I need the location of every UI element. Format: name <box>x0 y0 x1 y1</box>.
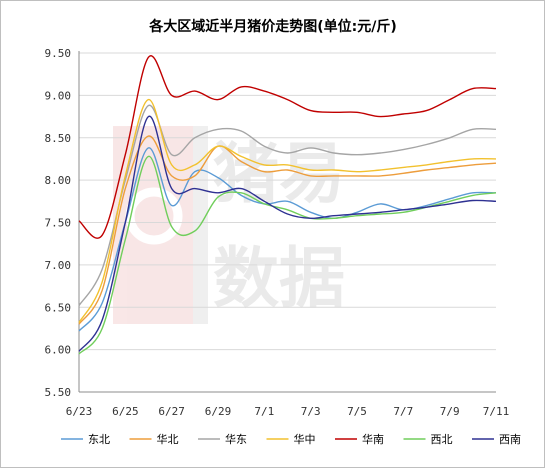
legend-label-2: 华东 <box>225 432 247 446</box>
chart-title: 各大区域近半月猪价走势图(单位:元/斤) <box>148 18 397 35</box>
y-tick-label: 9.00 <box>45 89 72 102</box>
x-tick-label: 7/11 <box>483 405 510 418</box>
x-axis-ticks: 6/23 6/25 6/27 6/29 7/1 7/3 7/5 7/7 7/9 7/11 <box>66 405 510 418</box>
series-line-2 <box>78 104 497 306</box>
series-line-0 <box>78 147 497 332</box>
x-tick-label: 7/7 <box>393 405 413 418</box>
x-tick-label: 7/1 <box>254 405 274 418</box>
y-tick-label: 6.50 <box>45 301 72 314</box>
x-tick-label: 7/3 <box>301 405 321 418</box>
series-line-3 <box>78 98 497 323</box>
legend-label-4: 华南 <box>362 432 384 446</box>
x-tick-label: 6/23 <box>66 405 93 418</box>
svg-text:猪易: 猪易 <box>213 135 345 212</box>
legend-label-6: 西南 <box>499 433 521 446</box>
y-tick-label: 9.50 <box>45 47 72 60</box>
y-axis-ticks: 5.50 6.00 6.50 7.00 7.50 8.00 8.50 9.00 9.50 <box>45 47 72 399</box>
legend-label-5: 西北 <box>431 433 453 446</box>
x-tick-label: 6/25 <box>112 405 139 418</box>
series-layer <box>78 55 497 355</box>
grid-lines <box>79 52 496 351</box>
x-tick-label: 7/9 <box>440 405 460 418</box>
series-line-1 <box>78 135 497 325</box>
y-tick-label: 6.00 <box>45 344 72 357</box>
y-tick-label: 8.00 <box>45 174 72 187</box>
legend: 东北 华北 华东 华中 华南 西北 西南 <box>61 432 521 446</box>
y-tick-label: 7.00 <box>45 259 72 272</box>
legend-label-1: 华北 <box>157 432 179 446</box>
x-tick-label: 7/5 <box>347 405 367 418</box>
x-tick-label: 6/29 <box>205 405 232 418</box>
y-tick-label: 5.50 <box>45 386 72 399</box>
legend-label-0: 东北 <box>88 433 110 446</box>
series-line-4 <box>78 55 497 239</box>
x-tick-label: 6/27 <box>158 405 185 418</box>
y-tick-label: 7.50 <box>45 217 72 230</box>
legend-label-3: 华中 <box>294 432 316 446</box>
y-tick-label: 8.50 <box>45 132 72 145</box>
series-line-6 <box>78 115 497 352</box>
svg-text:数据: 数据 <box>213 240 345 317</box>
watermark-logo: 猪易 数据 <box>113 126 345 324</box>
